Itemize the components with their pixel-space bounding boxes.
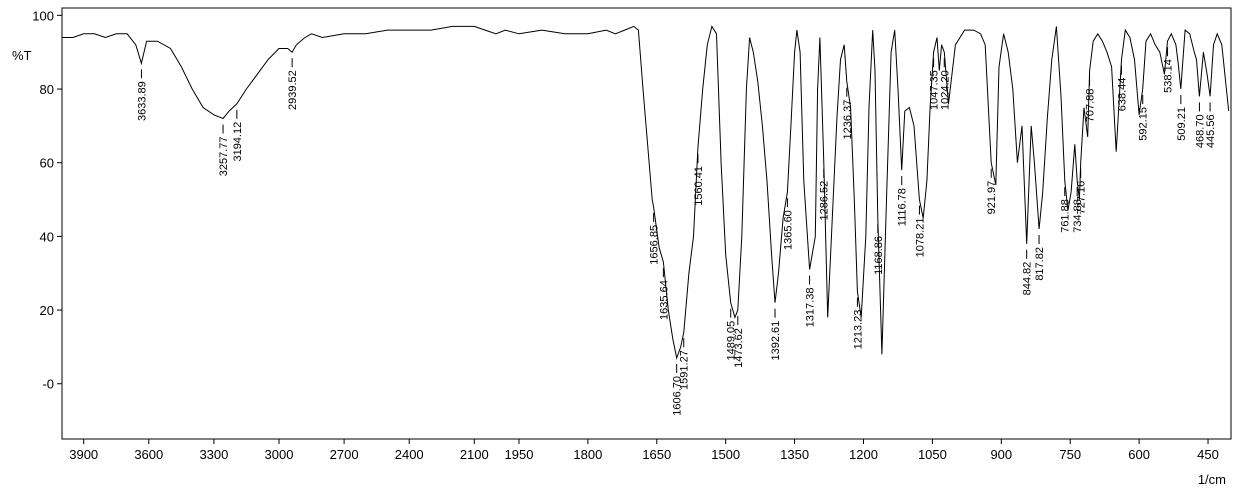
x-tick-label: 450 [1197, 447, 1219, 462]
peak-label: 1168.86 [873, 236, 885, 275]
peak-label: 1078.21 [914, 218, 926, 258]
x-tick-label: 3900 [69, 447, 98, 462]
peak-label: 592.15 [1138, 107, 1150, 141]
x-tick-label: 600 [1128, 447, 1150, 462]
peak-label: 844.82 [1022, 262, 1034, 296]
peak-label: 707.88 [1085, 89, 1097, 123]
peak-label: 1560.41 [693, 166, 705, 206]
peak-label: 638.44 [1116, 78, 1128, 112]
peak-label: 1116.78 [897, 188, 909, 226]
plot-frame [62, 8, 1231, 439]
peak-label: 509.21 [1176, 107, 1188, 141]
y-tick-label: 80 [40, 82, 54, 97]
x-tick-label: 3600 [134, 447, 163, 462]
y-tick-label: 20 [40, 303, 54, 318]
peak-label: 3633.89 [136, 81, 148, 121]
y-tick-label: 40 [40, 229, 54, 244]
peak-labels: 3633.89 3257.773194.12 2939.52 1656.85 1635.… [136, 47, 1217, 416]
y-tick-label: 100 [32, 8, 54, 23]
peak-label: 921.97 [986, 181, 998, 215]
x-tick-label: 1950 [505, 447, 534, 462]
peak-label: 1365.60 [782, 210, 794, 250]
y-tick-label: -0 [42, 377, 54, 392]
peak-label: 761.88 [1060, 199, 1072, 233]
peak-label: 538.14 [1163, 59, 1175, 93]
peak-label: 3194.12 [232, 122, 244, 162]
x-tick-label: 1200 [849, 447, 878, 462]
x-tick-label: 2400 [395, 447, 424, 462]
x-tick-label: 1800 [573, 447, 602, 462]
spectrum-line [62, 26, 1229, 358]
x-tick-label: 3000 [265, 447, 294, 462]
peak-label: 1591.27 [679, 350, 691, 390]
peak-label: 3257.77 [218, 137, 230, 177]
x-tick-label: 1050 [918, 447, 947, 462]
peak-label: 1392.61 [770, 321, 782, 361]
x-axis-title: 1/cm [1198, 472, 1226, 487]
peak-label: 727.16 [1076, 181, 1088, 215]
peak-label: 2939.52 [287, 70, 299, 110]
peak-label: 1656.85 [649, 225, 661, 265]
x-tick-label: 750 [1059, 447, 1081, 462]
y-tick-label: 60 [40, 156, 54, 171]
x-tick-label: 3300 [199, 447, 228, 462]
peak-label: 1635.64 [658, 280, 670, 320]
peak-label: 1024.20 [939, 70, 951, 110]
x-tick-label: 2700 [330, 447, 359, 462]
x-axis: 3900 3600 3300 3000 2700 2400 2100 1950 1800 1650… [69, 439, 1219, 462]
y-axis-title: %T [12, 48, 32, 63]
y-axis: 100 80 60 40 20 -0 [32, 8, 62, 391]
peak-label: 817.82 [1034, 247, 1046, 281]
x-tick-label: 2100 [460, 447, 489, 462]
x-tick-label: 1350 [780, 447, 809, 462]
peak-label: 1317.38 [805, 288, 817, 328]
x-tick-label: 1500 [711, 447, 740, 462]
peak-label: 1213.23 [852, 310, 864, 350]
peak-label: 1473.62 [733, 328, 745, 368]
x-tick-label: 900 [990, 447, 1012, 462]
peak-label: 1236.37 [842, 100, 854, 140]
peak-label: 445.56 [1205, 114, 1217, 148]
x-tick-label: 1650 [642, 447, 671, 462]
peak-label: 1286.52 [819, 181, 831, 221]
